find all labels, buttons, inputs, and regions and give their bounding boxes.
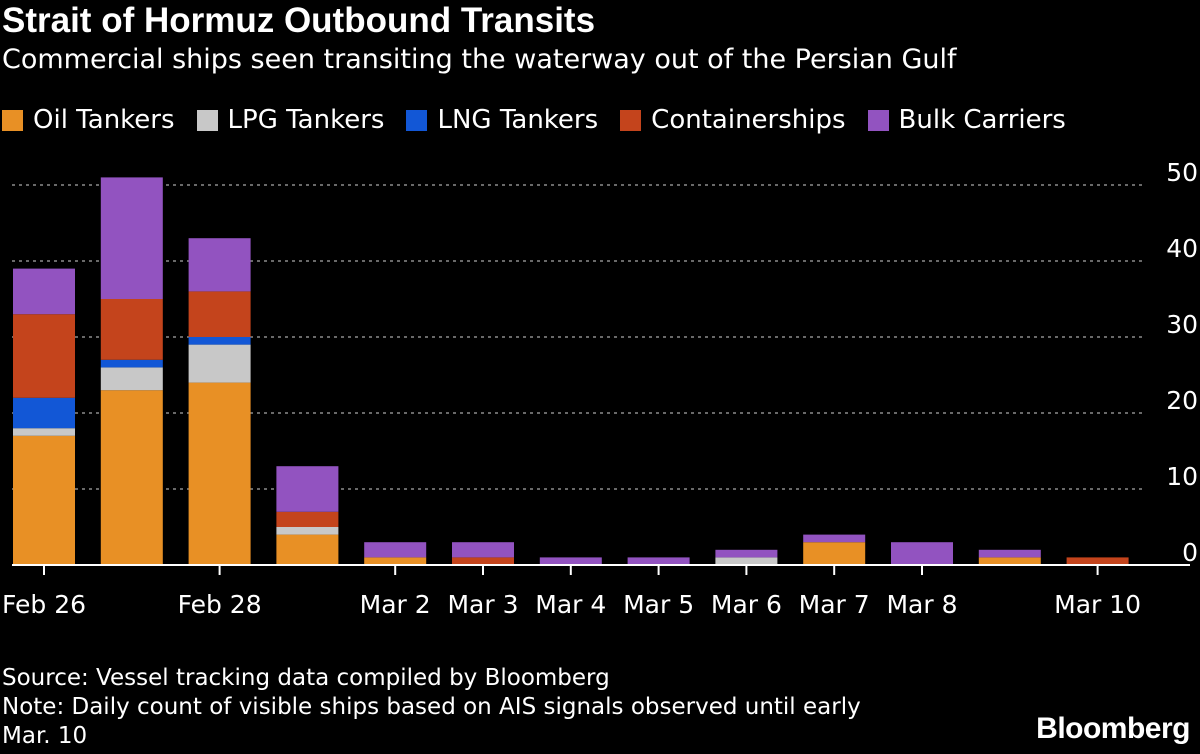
x-tick-label: Mar 2 <box>360 590 431 619</box>
bar-segment <box>715 557 778 565</box>
bar-segment <box>364 557 427 565</box>
y-tick-label: 20 <box>1166 386 1198 415</box>
bar-segment <box>100 299 163 360</box>
legend-item: Containerships <box>620 105 846 135</box>
bar-segment <box>364 542 427 558</box>
x-tick-label: Mar 3 <box>447 590 518 619</box>
bar-segment <box>803 534 866 543</box>
bar-segment <box>891 542 953 565</box>
bar-segment <box>803 542 866 565</box>
bar-segment <box>13 314 75 398</box>
note-line-1: Note: Daily count of visible ships based… <box>2 694 861 720</box>
legend-item: Oil Tankers <box>2 105 175 135</box>
y-tick-label: 30 <box>1166 310 1198 339</box>
legend-item: LPG Tankers <box>196 105 385 135</box>
bar-segment <box>13 428 75 436</box>
legend-swatch <box>2 109 23 131</box>
x-tick-label: Mar 8 <box>886 590 957 619</box>
legend-label: LNG Tankers <box>437 105 599 135</box>
legend-item: Bulk Carriers <box>867 105 1066 135</box>
y-tick-label: 0 <box>1182 538 1198 567</box>
bar-segment <box>276 466 339 512</box>
note-line-2: Mar. 10 <box>2 723 88 749</box>
bar-segment <box>188 344 251 383</box>
bar-segment <box>188 337 251 345</box>
legend-label: LPG Tankers <box>227 105 385 135</box>
bar-segment <box>100 367 163 391</box>
legend-label: Containerships <box>651 105 846 135</box>
bar-segment <box>100 390 163 565</box>
x-tick-label: Feb 28 <box>178 590 262 619</box>
bar-segment <box>452 542 514 558</box>
bar-segment <box>627 557 690 565</box>
legend-swatch <box>406 109 428 131</box>
bar-segment <box>100 359 163 368</box>
source-note: Source: Vessel tracking data compiled by… <box>2 665 610 691</box>
y-tick-label: 10 <box>1166 462 1198 491</box>
bar-segment <box>188 238 251 292</box>
x-tick-label: Mar 5 <box>623 590 694 619</box>
x-tick-label: Mar 7 <box>799 590 870 619</box>
bar-segment <box>13 435 75 565</box>
legend-swatch <box>620 109 642 131</box>
legend: Oil Tankers LPG Tankers LNG Tankers Contain… <box>2 100 1088 140</box>
bar-segment <box>978 549 1041 558</box>
bar-segment <box>13 397 75 429</box>
y-tick-label: 50 <box>1166 158 1198 187</box>
x-tick-label: Feb 26 <box>2 590 86 619</box>
y-tick-label: 40 <box>1166 234 1198 263</box>
bloomberg-logo: Bloomberg <box>1036 712 1190 745</box>
legend-swatch <box>196 109 218 131</box>
bar-segment <box>715 549 778 558</box>
chart-title: Strait of Hormuz Outbound Transits <box>2 1 596 40</box>
x-tick-label: Mar 6 <box>711 590 782 619</box>
bar-segment <box>276 527 339 535</box>
footer: Source: Vessel tracking data compiled by… <box>2 664 861 751</box>
legend-item: LNG Tankers <box>406 105 598 135</box>
bar-segment <box>1066 557 1129 565</box>
bar-segment <box>100 177 163 299</box>
stacked-bar-chart: 0 10 20 30 40 50 Feb 26 Feb 28 Mar 2 Mar 3 Mar 4 Ma… <box>2 158 1198 619</box>
bar-segment <box>188 291 251 337</box>
legend-swatch <box>867 109 889 131</box>
bar-segment <box>188 382 251 565</box>
chart-subtitle: Commercial ships seen transiting the wat… <box>2 44 957 75</box>
bar-segment <box>276 511 339 527</box>
legend-label: Bulk Carriers <box>898 105 1066 135</box>
bar-segment <box>13 268 75 315</box>
legend-label: Oil Tankers <box>33 105 175 135</box>
bar-segment <box>978 557 1041 565</box>
bar-segment <box>452 557 514 565</box>
bar-segment <box>539 557 602 565</box>
x-tick-label: Mar 4 <box>535 590 606 619</box>
bar-segment <box>276 534 339 565</box>
x-tick-label: Mar 10 <box>1054 590 1141 619</box>
